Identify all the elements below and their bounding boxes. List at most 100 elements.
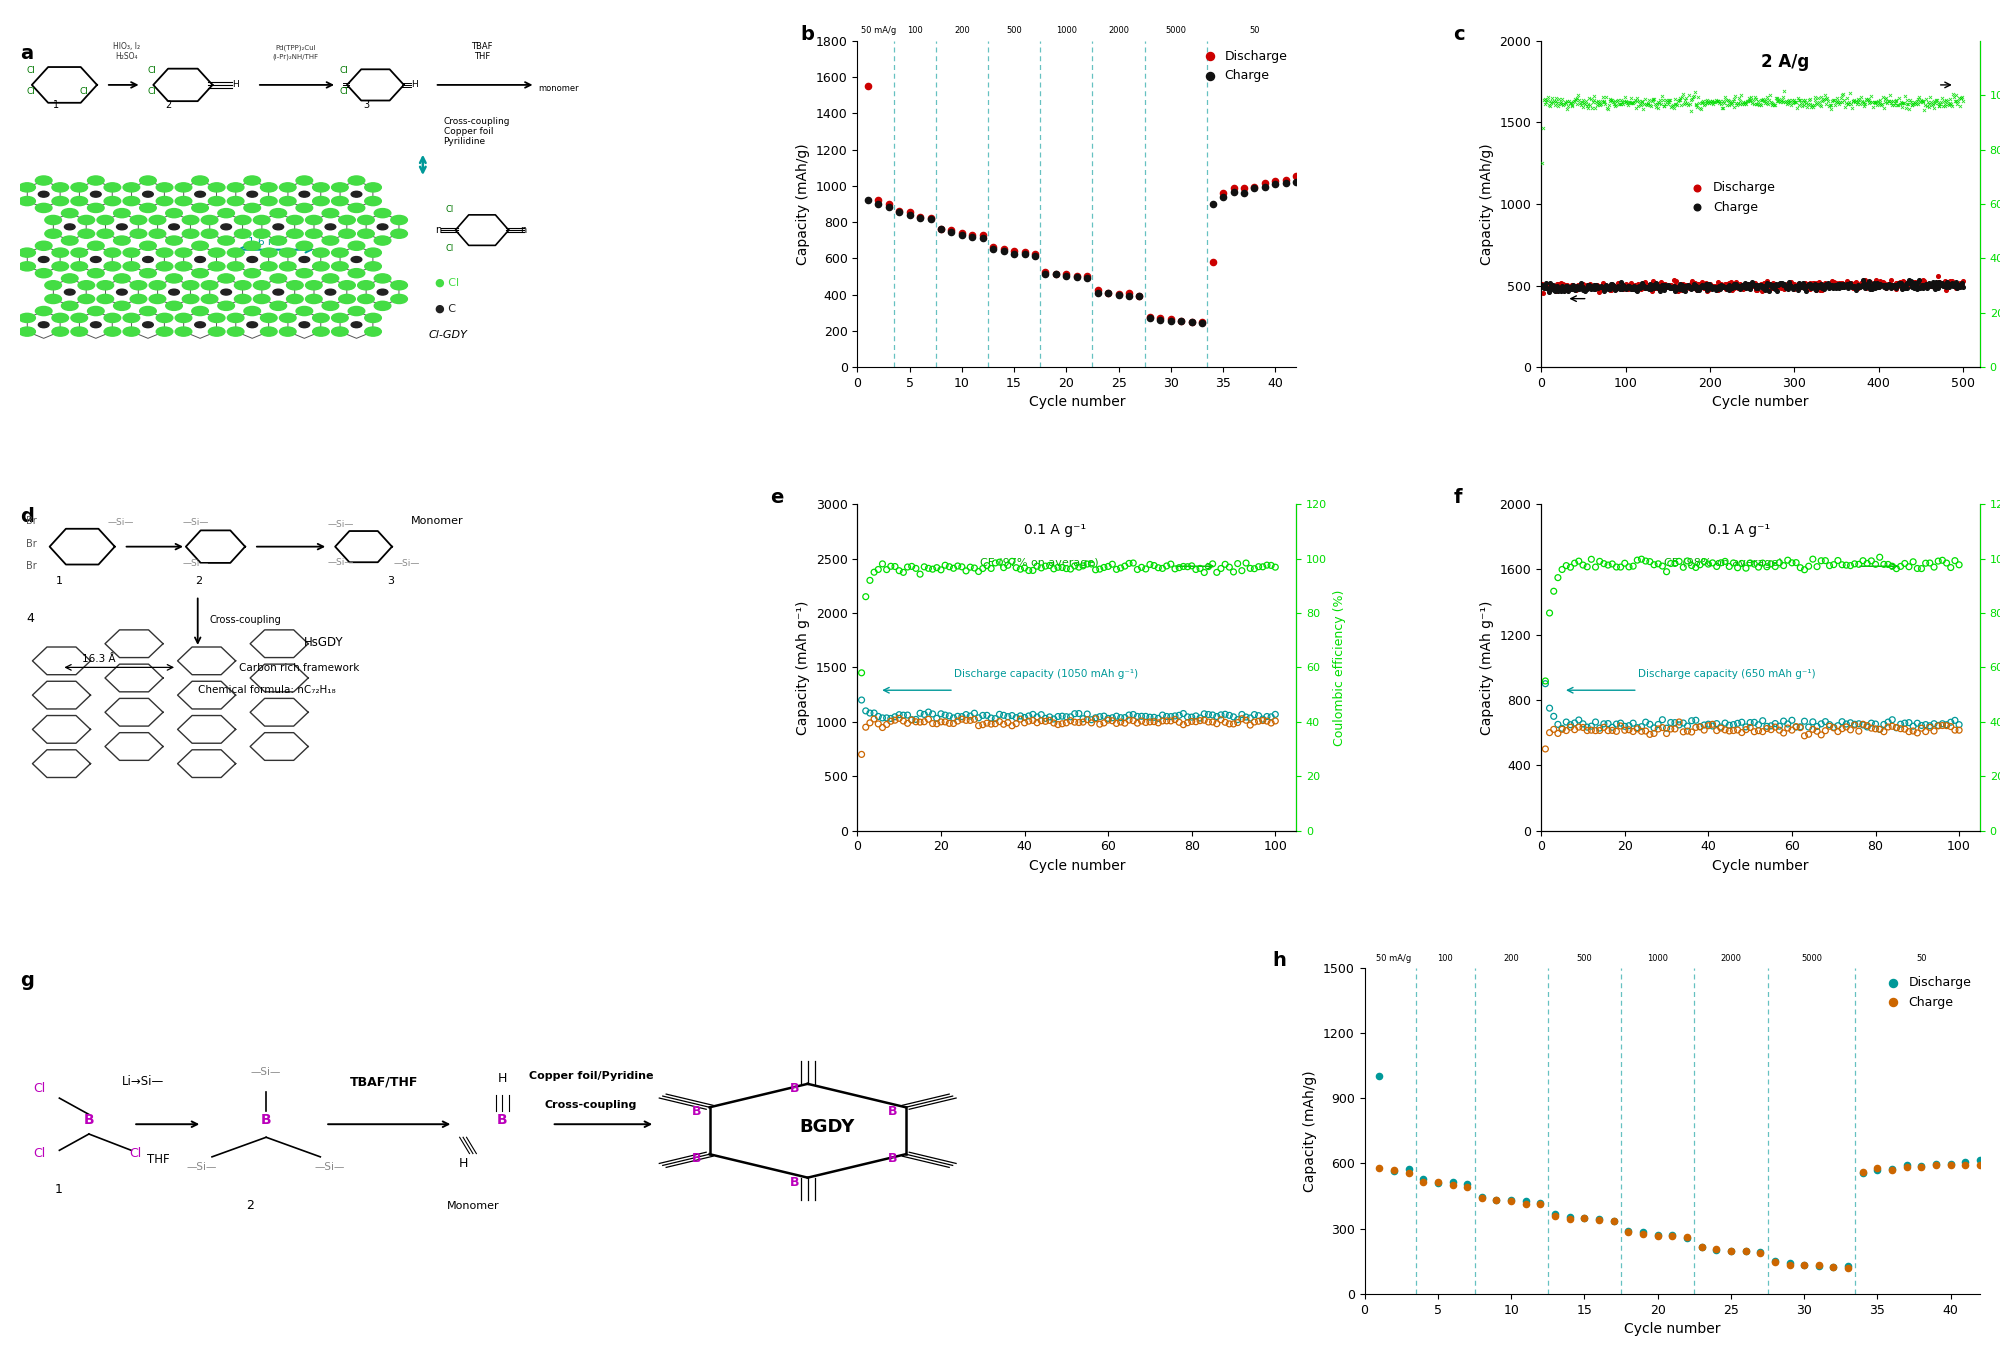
Discharge [1880,278,1912,300]
Point [1934,557,1966,579]
Discharge [1776,274,1808,296]
Charge [1740,276,1772,298]
Point [1700,712,1732,734]
Charge [1866,274,1898,296]
Point [1906,718,1938,740]
Point [1666,83,1698,105]
Charge [1758,278,1790,300]
X-axis label: Cycle number: Cycle number [1028,859,1126,873]
Discharge [1900,275,1932,297]
Circle shape [286,294,304,304]
Charge [1926,274,1958,296]
Circle shape [104,196,120,206]
Discharge [1826,274,1858,296]
Charge [1548,276,1580,298]
Y-axis label: Capacity (mAh g⁻¹): Capacity (mAh g⁻¹) [796,601,810,734]
Point [1852,716,1884,738]
Charge [1916,275,1948,297]
Point [1812,87,1844,109]
Discharge [1724,275,1756,297]
Charge [1880,276,1912,298]
Point [1748,91,1780,113]
Point [1930,89,1962,110]
Charge [1948,276,1980,298]
Circle shape [306,294,322,304]
Point [1250,710,1282,731]
Discharge [1546,274,1578,296]
Discharge [1750,275,1782,297]
Point [1860,714,1892,735]
Point [880,710,912,731]
Point [1744,94,1776,116]
Point [1858,91,1890,113]
Point [954,556,986,577]
Circle shape [124,248,140,257]
Charge [1830,274,1862,296]
Charge [1918,274,1950,296]
Text: Carbon rich framework: Carbon rich framework [240,663,360,673]
Point [1622,87,1654,109]
Circle shape [98,229,114,238]
Discharge [1560,276,1592,298]
Charge [1726,275,1758,297]
Point [1546,718,1578,740]
Charge [1598,276,1630,298]
Discharge [1602,275,1634,297]
Charge [1946,275,1978,297]
Circle shape [348,176,364,185]
Discharge [1616,278,1648,300]
Discharge [1818,1256,1850,1278]
Discharge [1186,312,1218,334]
Point [1030,707,1062,729]
Point [1062,556,1094,577]
Circle shape [98,281,114,290]
Point [1838,714,1870,735]
Circle shape [338,294,356,304]
Point [1012,710,1044,731]
Point [1578,90,1610,112]
Discharge [1714,1241,1746,1263]
Point [1916,91,1948,113]
Circle shape [390,215,408,225]
Discharge [1530,275,1562,297]
Point [1576,91,1608,113]
Point [1844,90,1876,112]
Point [1642,97,1674,118]
Charge [1260,173,1292,195]
Point [1780,716,1812,738]
Text: Cl: Cl [26,87,36,95]
Text: Cross-coupling: Cross-coupling [544,1100,638,1110]
Charge [1624,275,1656,297]
Charge [1652,274,1684,296]
Discharge [1590,275,1622,297]
Point [1848,91,1880,113]
Point [1926,715,1958,737]
Charge [1774,275,1806,297]
Point [1534,602,1566,624]
Point [1650,723,1682,745]
Point [854,569,886,591]
Point [1922,715,1954,737]
Charge [1814,275,1846,297]
Point [1764,715,1796,737]
Charge [1630,276,1662,298]
Discharge [1846,275,1878,297]
Discharge [1604,274,1636,296]
Point [1176,707,1208,729]
Point [1534,722,1566,744]
Charge [1864,274,1896,296]
Point [1784,90,1816,112]
Charge [1208,187,1240,208]
Point [1872,711,1904,733]
Point [1030,711,1062,733]
Charge [1568,278,1600,300]
Charge [1678,274,1710,296]
Charge [1666,278,1698,300]
Discharge [1716,279,1748,301]
Circle shape [296,268,312,278]
Discharge [1834,275,1866,297]
Discharge [1618,275,1650,297]
Charge [1018,245,1052,267]
Discharge [1852,271,1884,293]
Circle shape [260,327,278,336]
